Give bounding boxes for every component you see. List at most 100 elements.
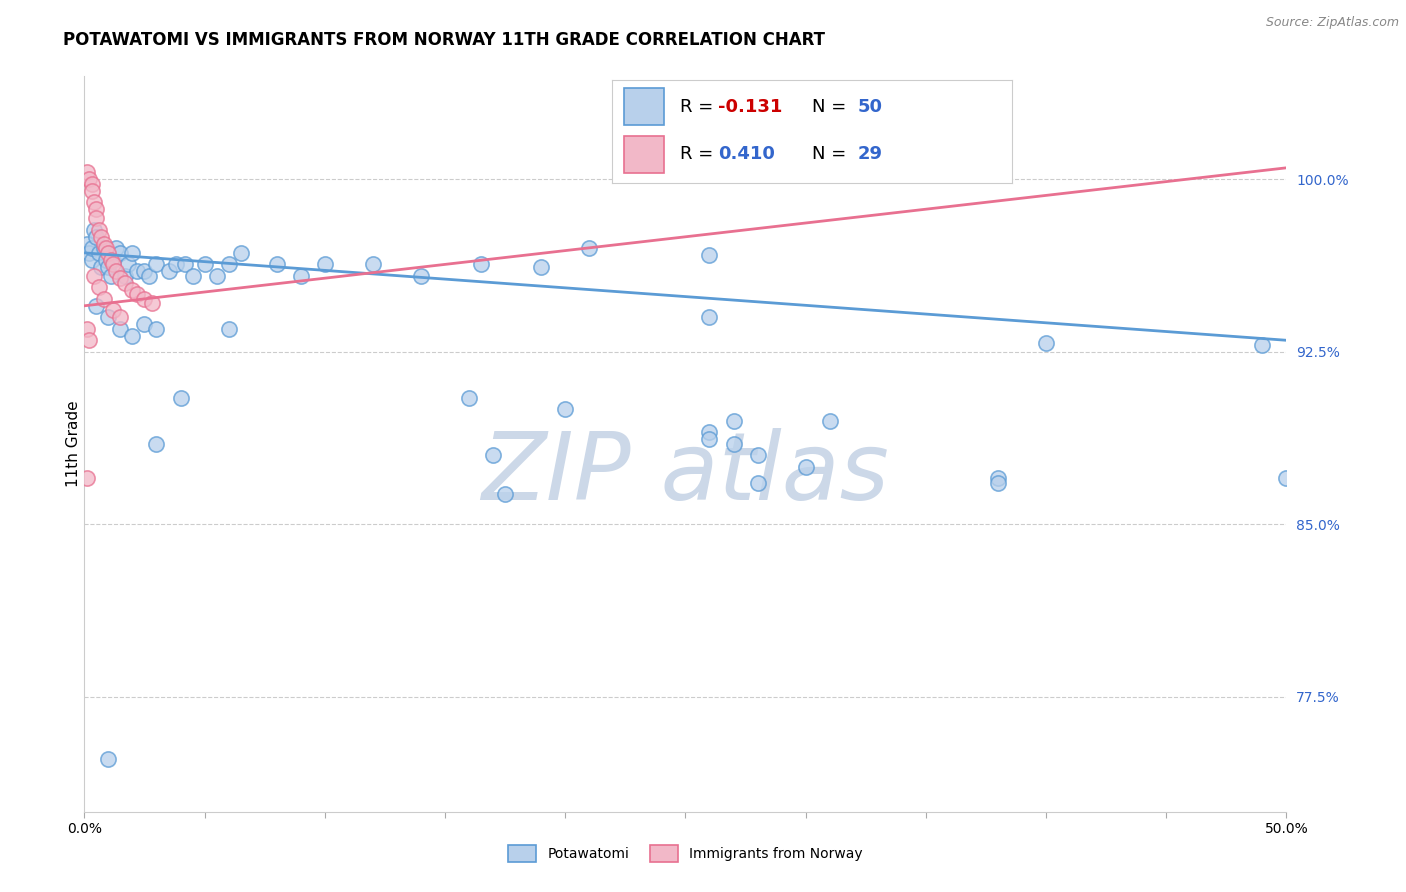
Legend: Potawatomi, Immigrants from Norway: Potawatomi, Immigrants from Norway	[503, 839, 868, 867]
Point	[747, 475, 769, 490]
Point	[699, 310, 721, 325]
Point	[94, 252, 117, 267]
Point	[114, 276, 136, 290]
Point	[103, 303, 125, 318]
Point	[94, 241, 117, 255]
Point	[110, 271, 132, 285]
Text: -0.131: -0.131	[718, 98, 782, 116]
Point	[121, 246, 143, 260]
Point	[314, 257, 336, 271]
Point	[97, 246, 120, 260]
FancyBboxPatch shape	[624, 136, 664, 173]
Point	[145, 322, 167, 336]
Point	[699, 432, 721, 446]
Text: 0.410: 0.410	[718, 145, 775, 163]
Point	[157, 264, 180, 278]
Point	[104, 264, 127, 278]
Text: N =: N =	[813, 98, 852, 116]
Point	[97, 310, 120, 325]
Point	[104, 241, 127, 255]
Point	[80, 184, 103, 198]
Point	[530, 260, 553, 274]
Point	[141, 296, 163, 310]
Point	[127, 264, 149, 278]
Point	[93, 236, 115, 251]
Point	[80, 177, 103, 191]
Point	[174, 257, 197, 271]
Point	[218, 322, 240, 336]
Point	[1035, 335, 1057, 350]
Point	[145, 257, 167, 271]
Text: POTAWATOMI VS IMMIGRANTS FROM NORWAY 11TH GRADE CORRELATION CHART: POTAWATOMI VS IMMIGRANTS FROM NORWAY 11T…	[63, 31, 825, 49]
Point	[77, 172, 100, 186]
Point	[97, 260, 120, 274]
Point	[121, 328, 143, 343]
Point	[77, 333, 100, 347]
Text: Source: ZipAtlas.com: Source: ZipAtlas.com	[1265, 16, 1399, 29]
Point	[165, 257, 187, 271]
Point	[103, 252, 125, 267]
Point	[100, 268, 122, 283]
Point	[110, 310, 132, 325]
Point	[794, 459, 817, 474]
Point	[76, 471, 98, 485]
Point	[699, 425, 721, 440]
Point	[100, 252, 122, 267]
FancyBboxPatch shape	[624, 88, 664, 126]
Point	[90, 260, 112, 274]
Point	[458, 391, 481, 405]
Point	[409, 268, 432, 283]
Point	[578, 241, 600, 255]
Point	[80, 252, 103, 267]
Point	[87, 280, 110, 294]
Point	[554, 402, 576, 417]
Point	[117, 257, 139, 271]
Point	[121, 283, 143, 297]
Text: R =: R =	[679, 98, 718, 116]
Point	[290, 268, 312, 283]
Point	[1275, 471, 1298, 485]
Point	[110, 246, 132, 260]
Text: 29: 29	[858, 145, 883, 163]
Point	[86, 229, 108, 244]
Text: N =: N =	[813, 145, 852, 163]
Point	[134, 317, 156, 331]
Point	[218, 257, 240, 271]
Point	[93, 241, 115, 255]
Point	[145, 436, 167, 450]
Text: ZIP atlas: ZIP atlas	[481, 427, 890, 519]
Point	[86, 202, 108, 217]
Point	[987, 471, 1010, 485]
Point	[138, 268, 160, 283]
Point	[76, 165, 98, 179]
Point	[86, 299, 108, 313]
Point	[266, 257, 288, 271]
Point	[494, 487, 516, 501]
Text: 50: 50	[858, 98, 883, 116]
Point	[361, 257, 384, 271]
Point	[229, 246, 252, 260]
Point	[90, 229, 112, 244]
Point	[114, 268, 136, 283]
Point	[83, 223, 105, 237]
Point	[747, 448, 769, 462]
Point	[205, 268, 228, 283]
Point	[181, 268, 204, 283]
Point	[80, 241, 103, 255]
Point	[134, 292, 156, 306]
Point	[723, 414, 745, 428]
Point	[103, 257, 125, 271]
Text: R =: R =	[679, 145, 718, 163]
Point	[93, 292, 115, 306]
Point	[482, 448, 505, 462]
Point	[83, 268, 105, 283]
Point	[76, 322, 98, 336]
Point	[987, 475, 1010, 490]
Point	[169, 391, 191, 405]
Point	[86, 211, 108, 226]
Point	[194, 257, 217, 271]
Point	[76, 236, 98, 251]
Point	[134, 264, 156, 278]
Point	[723, 436, 745, 450]
Point	[1371, 522, 1393, 536]
